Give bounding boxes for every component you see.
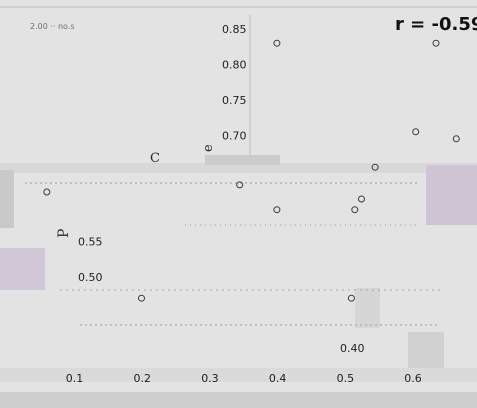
noise-bands (0, 155, 477, 408)
secondary-label: C (150, 151, 160, 166)
data-point (412, 128, 420, 136)
noise-band (0, 368, 477, 382)
noise-block (205, 155, 280, 165)
data-point (273, 206, 281, 214)
y-tick-label: 0.70 (222, 129, 247, 142)
x-tick-label: 0.6 (404, 372, 422, 385)
data-point (236, 181, 244, 189)
y-tick-label: 0.50 (78, 271, 103, 284)
y-tick-label: 0.85 (222, 23, 247, 36)
x-tick-label: 0.4 (269, 372, 287, 385)
x-tick-label: 0.1 (66, 372, 84, 385)
y-tick-label: 0.40 (340, 342, 365, 355)
x-tick-label: 0.5 (337, 372, 355, 385)
y-tick-label: 0.80 (222, 59, 247, 72)
data-point (273, 39, 281, 47)
y-axis-label: P (56, 229, 72, 238)
noise-band (0, 163, 477, 173)
data-point (358, 195, 365, 203)
noise-block (0, 248, 45, 290)
x-tick-label: 0.2 (134, 372, 152, 385)
data-points (43, 39, 460, 302)
chart-caption: 2.00 ·· no.s (30, 22, 75, 31)
data-point (452, 135, 460, 143)
data-point (138, 294, 145, 302)
y-tick-label: 0.55 (78, 236, 103, 249)
data-point (432, 39, 440, 47)
x-tick-labels: 0.1 0.2 0.3 0.4 0.5 0.6 (66, 372, 422, 385)
top-label: e (201, 144, 216, 152)
data-point (43, 188, 51, 196)
noise-block (0, 170, 14, 228)
noise-block (355, 288, 380, 328)
data-point (347, 294, 355, 302)
y-tick-labels: 0.85 0.80 0.75 0.70 0.55 0.50 0.40 (78, 23, 365, 355)
correlation-annotation: r = -0.59 (395, 14, 477, 35)
noise-block (426, 165, 477, 225)
data-point (351, 206, 359, 214)
x-tick-label: 0.3 (201, 372, 219, 385)
y-tick-label: 0.75 (222, 94, 247, 107)
data-point (371, 163, 379, 171)
noise-band (0, 392, 477, 408)
